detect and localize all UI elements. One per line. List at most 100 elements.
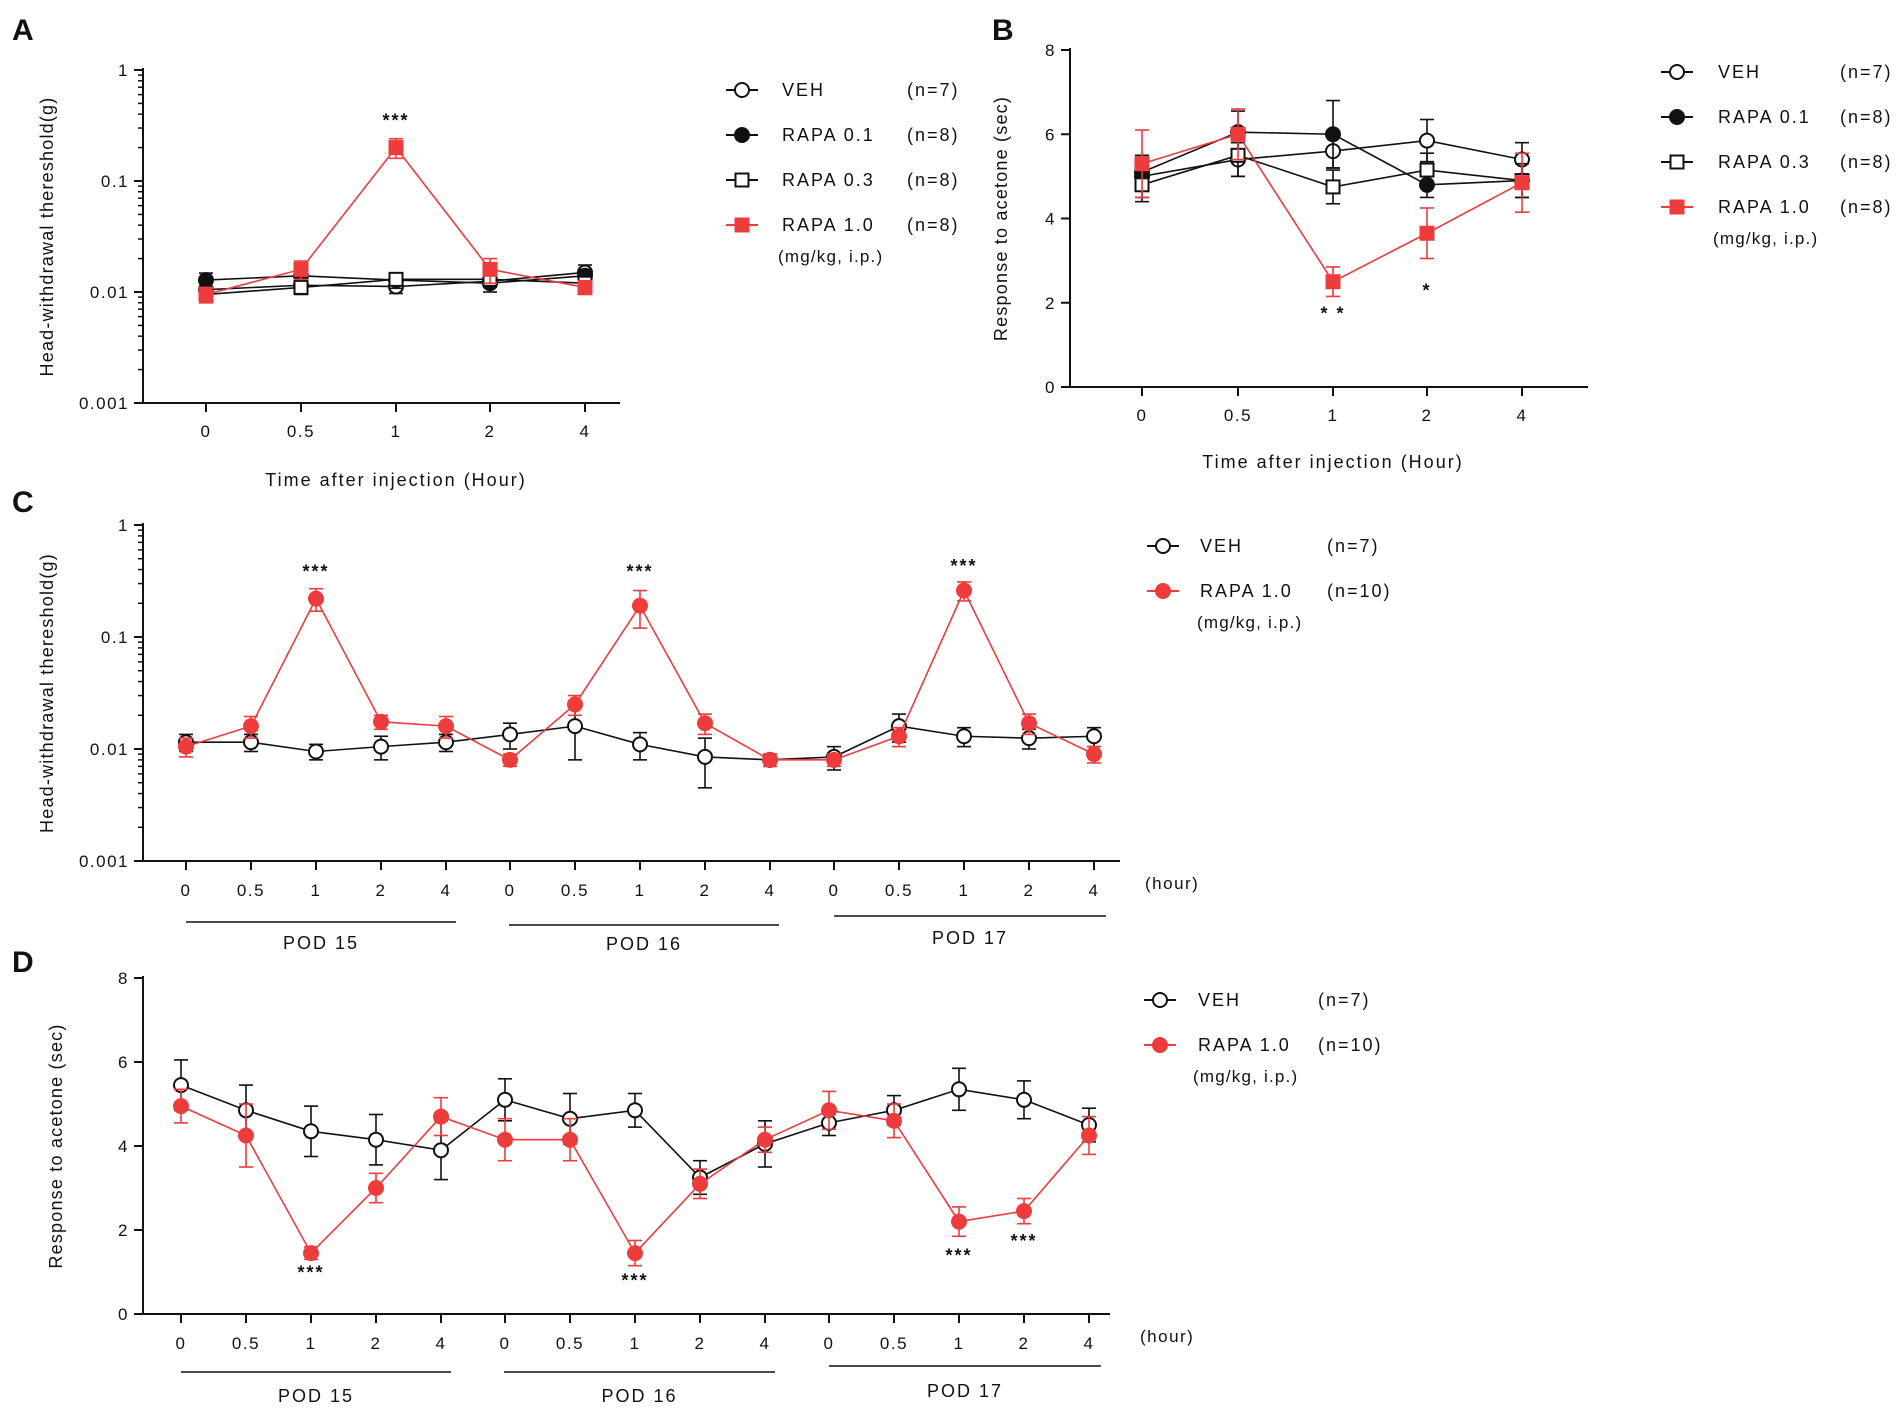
legend-marker	[734, 82, 750, 98]
pod-label: POD 16	[601, 1386, 677, 1406]
pod-label: POD 17	[927, 1381, 1003, 1401]
x-tick-label: 4	[1517, 406, 1528, 425]
data-point	[388, 271, 404, 287]
legend-marker	[1669, 109, 1685, 125]
data-point	[632, 597, 648, 614]
panel-A: A 0.001 0.01 0.1 1 0 0.5 1 2 4 Head-withdrawal the…	[12, 14, 960, 490]
data-point	[1419, 162, 1435, 178]
data-point	[482, 261, 498, 277]
pod-label: POD 15	[283, 933, 359, 953]
x-tick-label: 4	[441, 881, 452, 900]
data-point	[173, 1098, 189, 1115]
x-axis-label: Time after injection (Hour)	[1202, 452, 1463, 472]
y-tick-label: 2	[118, 1221, 129, 1240]
data-point	[1021, 715, 1037, 732]
data-point	[956, 728, 972, 745]
y-tick-label: 0.01	[90, 740, 129, 759]
x-tick-label: 0	[201, 422, 212, 441]
hour-unit-label: (hour)	[1145, 874, 1199, 893]
x-tick-label: 4	[1089, 881, 1100, 900]
x-tick-label: 1	[391, 422, 402, 441]
legend-label: RAPA 0.1	[782, 125, 875, 145]
data-point	[757, 1131, 773, 1148]
legend-marker	[1155, 583, 1171, 599]
data-point	[502, 751, 518, 768]
legend-label: RAPA 1.0	[1198, 1035, 1291, 1055]
x-tick-label: 1	[630, 1334, 641, 1353]
panel-letter: A	[12, 14, 34, 47]
dose-unit-label: (mg/kg, i.p.)	[1197, 613, 1302, 632]
series-veh	[173, 1059, 1097, 1196]
x-tick-label: 0.5	[232, 1334, 260, 1353]
dose-unit-label: (mg/kg, i.p.)	[778, 247, 883, 266]
x-tick-label: 0	[176, 1334, 187, 1353]
significance-marker: ***	[382, 110, 409, 130]
data-point	[388, 140, 404, 156]
x-tick-label: 2	[1422, 406, 1433, 425]
x-tick-label: 0	[824, 1334, 835, 1353]
data-point	[1016, 1203, 1032, 1220]
x-tick-label: 4	[1084, 1334, 1095, 1353]
y-tick-label: 0	[1045, 378, 1056, 397]
x-tick-label: 2	[695, 1334, 706, 1353]
data-point	[308, 590, 324, 607]
legend-n: (n=8)	[907, 170, 960, 190]
legend-label: RAPA 0.3	[1718, 152, 1811, 172]
legend-n: (n=7)	[907, 80, 960, 100]
legend-marker	[734, 127, 750, 143]
data-point	[178, 738, 194, 755]
panel-letter: C	[12, 486, 34, 519]
panel-D: D 0 2 4 6 8 0 0.5 1 2 4 0 0.5 1 2 4 0 0.5 1 2 4 Response to a…	[12, 946, 1383, 1406]
x-tick-label: 4	[580, 422, 591, 441]
data-point	[368, 1131, 384, 1148]
data-point	[198, 272, 214, 289]
x-tick-label: 1	[954, 1334, 965, 1353]
data-point	[627, 1102, 643, 1119]
x-tick-label: 1	[306, 1334, 317, 1353]
y-tick-label: 6	[118, 1053, 129, 1072]
x-tick-label: 1	[1328, 406, 1339, 425]
legend-n: (n=7)	[1318, 990, 1371, 1010]
legend-n: (n=10)	[1318, 1035, 1383, 1055]
data-point	[886, 1112, 902, 1129]
data-point	[368, 1180, 384, 1196]
significance-marker: ***	[950, 556, 977, 576]
panel-C: C 0.001 0.01 0.1 1 0 0.5 1 2 4 0 0.5 1 2 4 0 0.5 1 2 4 Head-…	[12, 486, 1392, 954]
y-tick-label: 0.1	[101, 172, 129, 191]
legend-label: VEH	[1198, 990, 1241, 1010]
legend-marker	[1669, 199, 1685, 215]
x-tick-label: 2	[1019, 1334, 1030, 1353]
x-tick-label: 2	[371, 1334, 382, 1353]
data-point	[198, 286, 214, 302]
legend-marker	[1152, 992, 1168, 1008]
series-rapa-1-0	[198, 137, 593, 304]
y-tick-label: 2	[1045, 294, 1056, 313]
x-tick-label: 0.5	[880, 1334, 908, 1353]
y-axis-label: Response to acetone (sec)	[46, 1023, 66, 1268]
data-point	[1230, 126, 1246, 142]
legend-n: (n=10)	[1327, 581, 1392, 601]
legend-marker	[1669, 154, 1685, 170]
data-point	[627, 1245, 643, 1262]
significance-marker: ***	[621, 1271, 648, 1291]
data-point	[891, 728, 907, 745]
legend-marker	[734, 172, 750, 188]
y-tick-label: 0.1	[101, 628, 129, 647]
y-tick-label: 8	[118, 969, 129, 988]
y-axis-label: Head-withdrawal thereshold(g)	[37, 97, 57, 377]
panel-letter: D	[12, 946, 34, 979]
x-tick-label: 4	[765, 881, 776, 900]
legend-n: (n=7)	[1840, 62, 1893, 82]
data-point	[632, 736, 648, 753]
panel-B: B 0 2 4 6 8 0 0.5 1 2 4 Response to acetone (sec) Ti…	[991, 14, 1893, 472]
data-point	[243, 718, 259, 735]
hour-unit-label: (hour)	[1140, 1327, 1194, 1346]
legend-marker	[1155, 538, 1171, 554]
panel-letter: B	[992, 14, 1014, 47]
x-tick-label: 0.5	[1224, 406, 1252, 425]
y-tick-label: 0.001	[79, 394, 129, 413]
data-point	[951, 1213, 967, 1230]
legend-marker	[734, 217, 750, 233]
x-axis-label: Time after injection (Hour)	[265, 470, 526, 490]
legend-label: VEH	[1200, 536, 1243, 556]
